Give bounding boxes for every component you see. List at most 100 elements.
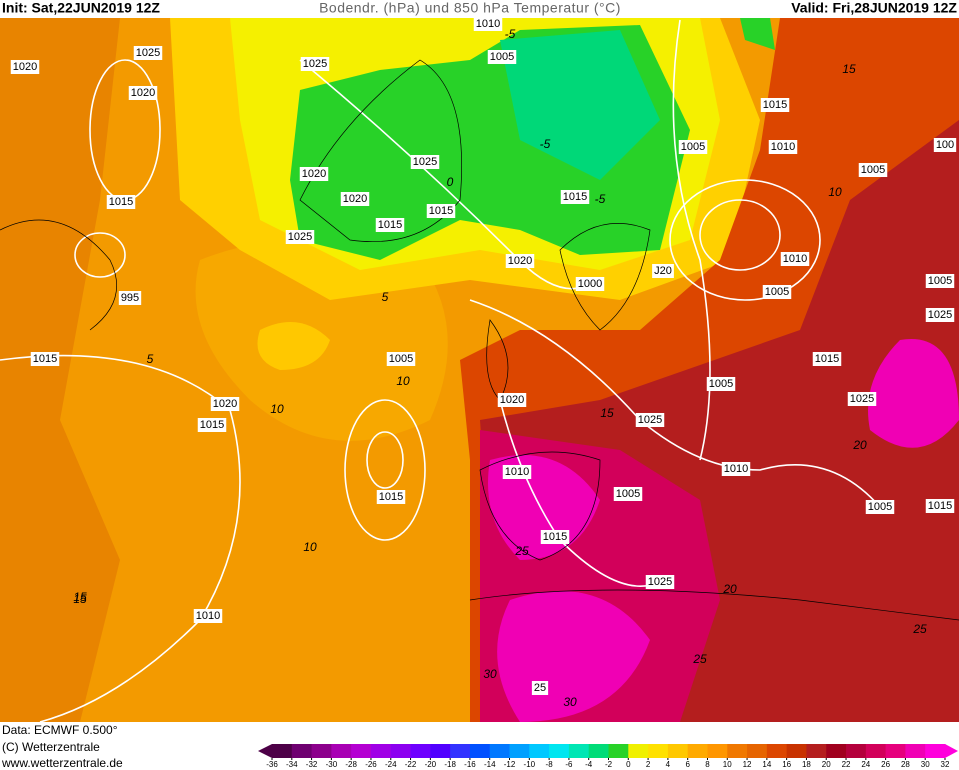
isobar-label: 1005 xyxy=(706,377,736,391)
isobar-value: 1010 xyxy=(476,18,500,30)
isobar-value: J20 xyxy=(654,265,672,277)
coastline-scandinavia xyxy=(559,223,651,331)
isobar-label-box xyxy=(645,575,675,589)
colorbar-segment xyxy=(430,744,451,758)
isobar-value: 1025 xyxy=(413,156,437,168)
isobar-label: 1010 xyxy=(768,140,798,154)
colorbar-tick-label: 26 xyxy=(881,760,890,769)
colorbar-tick-label: 20 xyxy=(822,760,831,769)
colorbar-segment xyxy=(667,744,689,758)
colorbar-tick-label: 2 xyxy=(646,760,651,769)
map-title: Bodendr. (hPa) und 850 hPa Temperatur (°… xyxy=(319,0,621,16)
isobar-label-box xyxy=(497,393,527,407)
isobar-label: 1005 xyxy=(925,274,955,288)
isobar-label: 1005 xyxy=(858,163,888,177)
isobar-label-box xyxy=(635,413,665,427)
isobar-label: 1005 xyxy=(487,50,517,64)
isobar-label: 1015 xyxy=(540,530,570,544)
colorbar-tick-label: 30 xyxy=(921,760,930,769)
colorbar-tick-label: -8 xyxy=(546,760,554,769)
isobar-label: 1015 xyxy=(376,490,406,504)
isobar-label-box xyxy=(560,190,590,204)
colorbar-segment xyxy=(291,744,313,758)
isobar-label-box xyxy=(865,500,895,514)
isobar-value: 1015 xyxy=(928,500,952,512)
colorbar-tick-label: 4 xyxy=(666,760,671,769)
isobar-label: 1025 xyxy=(410,155,440,169)
colorbar-tick-label: -12 xyxy=(504,760,516,769)
isobar-value: 1015 xyxy=(429,205,453,217)
isobar-label-box xyxy=(540,530,570,544)
isobar-label-box xyxy=(285,230,315,244)
isobar-label-box xyxy=(210,397,240,411)
isobar-label-box xyxy=(933,138,957,152)
isobar-label-box xyxy=(473,17,503,31)
isobar-value: 1005 xyxy=(389,353,413,365)
colorbar-tick-label: -2 xyxy=(605,760,613,769)
isobar-label-box xyxy=(925,499,955,513)
isobar-label-box xyxy=(133,46,163,60)
isobar-label: 1020 xyxy=(497,393,527,407)
colorbar-tick-label: -14 xyxy=(484,760,496,769)
coastline-greenland xyxy=(299,59,463,243)
temperature-label: 15 xyxy=(73,590,87,604)
isobar-label-box xyxy=(652,264,674,278)
temperature-label: -5 xyxy=(540,137,551,151)
isobar-label-box xyxy=(768,140,798,154)
isobar-label: 1010 xyxy=(193,609,223,623)
colorbar-tick-label: -6 xyxy=(565,760,573,769)
isobar-label-box xyxy=(721,462,751,476)
isobar xyxy=(0,354,241,723)
isobar-value: 1005 xyxy=(681,141,705,153)
colorbar-segment xyxy=(707,744,728,758)
colorbar-tick-label: -20 xyxy=(425,760,437,769)
isobar-label-box xyxy=(118,291,142,305)
isobar-label: 1015 xyxy=(760,98,790,112)
coastlines xyxy=(0,59,959,621)
colorbar-tick-label: -10 xyxy=(524,760,536,769)
colorbar-segment xyxy=(826,744,847,758)
colorbar-segment xyxy=(351,744,372,758)
isobar-value: 1015 xyxy=(563,191,587,203)
isobar-value: 1010 xyxy=(771,141,795,153)
isobar-label: 1010 xyxy=(502,465,532,479)
isobar-label: 1025 xyxy=(285,230,315,244)
isobar-label: 995 xyxy=(118,291,142,305)
field-warm xyxy=(257,322,330,370)
isobar xyxy=(74,232,126,278)
colorbar-segment xyxy=(806,744,827,758)
isobar-label: 1015 xyxy=(375,218,405,232)
temperature-label: 5 xyxy=(382,290,389,304)
colorbar-segment xyxy=(687,744,708,758)
isobar-label: 1010 xyxy=(780,252,810,266)
colorbar-segment xyxy=(628,744,649,758)
field-west xyxy=(0,18,120,722)
isobar-value: 1005 xyxy=(928,275,952,287)
isobar xyxy=(366,431,404,489)
colorbar-tick-label: -32 xyxy=(306,760,318,769)
colorbar-arrow-right xyxy=(945,744,958,758)
isobar-label-box xyxy=(678,140,708,154)
temperature-label: 30 xyxy=(483,667,497,681)
isobar-label-box xyxy=(106,195,136,209)
isobar-label: J20 xyxy=(652,264,674,278)
copyright: (C) Wetterzentrale xyxy=(2,740,100,754)
colorbar-segment xyxy=(865,744,887,758)
colorbar-segment xyxy=(608,744,629,758)
colorbar-segment xyxy=(549,744,570,758)
colorbar-segment xyxy=(489,744,511,758)
colorbar-segment xyxy=(727,744,748,758)
colorbar-segment xyxy=(568,744,590,758)
map-area xyxy=(0,18,959,723)
isobar-value: 1015 xyxy=(379,491,403,503)
colorbar-segment xyxy=(905,744,926,758)
colorbar-segment xyxy=(648,744,669,758)
isobar-value: 1015 xyxy=(378,219,402,231)
isobar-label-box xyxy=(386,352,416,366)
isobar-label: 1005 xyxy=(386,352,416,366)
colorbar-tick-label: 16 xyxy=(782,760,791,769)
isobar-label-box xyxy=(760,98,790,112)
isobar-value: 1025 xyxy=(850,393,874,405)
isobar-label: 1005 xyxy=(613,487,643,501)
